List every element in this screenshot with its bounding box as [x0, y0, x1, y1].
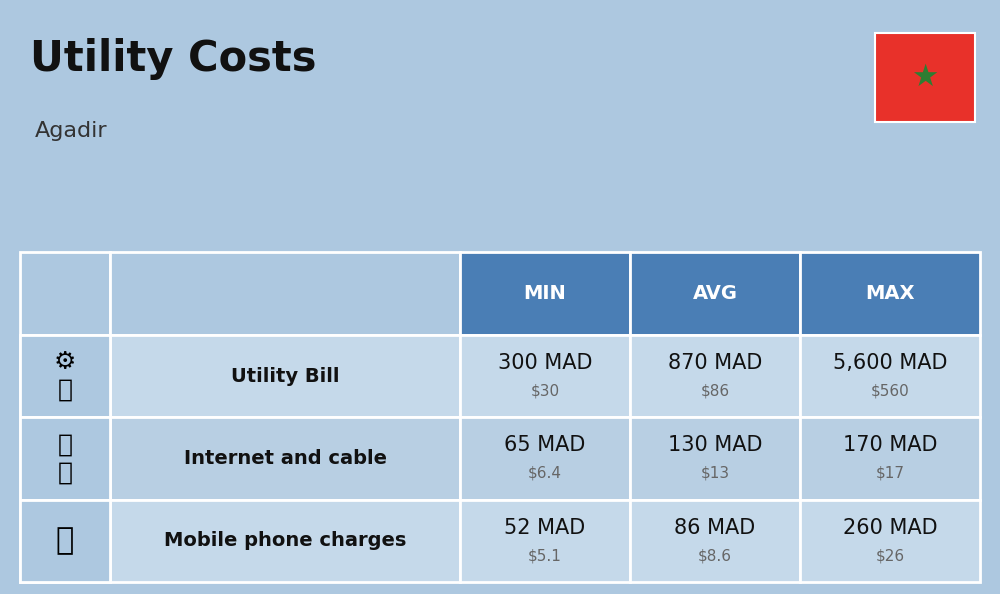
FancyBboxPatch shape — [20, 417, 110, 500]
Text: ★: ★ — [911, 63, 939, 91]
FancyBboxPatch shape — [20, 335, 110, 417]
FancyBboxPatch shape — [110, 335, 460, 417]
FancyBboxPatch shape — [800, 252, 980, 335]
Text: $560: $560 — [871, 383, 909, 399]
Text: 300 MAD: 300 MAD — [498, 353, 592, 373]
Text: Utility Costs: Utility Costs — [30, 39, 316, 80]
Text: 5,600 MAD: 5,600 MAD — [833, 353, 947, 373]
Text: $5.1: $5.1 — [528, 548, 562, 563]
FancyBboxPatch shape — [800, 335, 980, 417]
Text: AVG: AVG — [692, 284, 738, 303]
Text: MIN: MIN — [524, 284, 566, 303]
Text: MAX: MAX — [865, 284, 915, 303]
Text: 📡
📻: 📡 📻 — [58, 432, 72, 484]
Text: Utility Bill: Utility Bill — [231, 366, 339, 386]
Text: 📱: 📱 — [56, 526, 74, 555]
Text: 86 MAD: 86 MAD — [674, 518, 756, 538]
Text: ⚙️
🔌: ⚙️ 🔌 — [54, 350, 76, 402]
Text: $6.4: $6.4 — [528, 466, 562, 481]
FancyBboxPatch shape — [875, 33, 975, 122]
Text: $86: $86 — [700, 383, 730, 399]
FancyBboxPatch shape — [630, 252, 800, 335]
Text: 130 MAD: 130 MAD — [668, 435, 762, 456]
FancyBboxPatch shape — [20, 500, 110, 582]
Text: Agadir: Agadir — [35, 121, 108, 141]
FancyBboxPatch shape — [460, 417, 630, 500]
FancyBboxPatch shape — [20, 252, 110, 335]
Text: 65 MAD: 65 MAD — [504, 435, 586, 456]
Text: 170 MAD: 170 MAD — [843, 435, 937, 456]
FancyBboxPatch shape — [20, 500, 110, 582]
FancyBboxPatch shape — [460, 500, 630, 582]
FancyBboxPatch shape — [110, 417, 460, 500]
FancyBboxPatch shape — [460, 252, 630, 335]
FancyBboxPatch shape — [460, 335, 630, 417]
FancyBboxPatch shape — [800, 500, 980, 582]
Text: $8.6: $8.6 — [698, 548, 732, 563]
Text: Internet and cable: Internet and cable — [184, 449, 386, 468]
Text: $13: $13 — [700, 466, 730, 481]
Text: 260 MAD: 260 MAD — [843, 518, 937, 538]
FancyBboxPatch shape — [110, 500, 460, 582]
FancyBboxPatch shape — [110, 252, 460, 335]
FancyBboxPatch shape — [20, 417, 110, 500]
Text: 870 MAD: 870 MAD — [668, 353, 762, 373]
Text: $26: $26 — [875, 548, 905, 563]
Text: $30: $30 — [530, 383, 560, 399]
Text: 52 MAD: 52 MAD — [504, 518, 586, 538]
FancyBboxPatch shape — [800, 417, 980, 500]
FancyBboxPatch shape — [630, 500, 800, 582]
Text: $17: $17 — [876, 466, 904, 481]
FancyBboxPatch shape — [630, 335, 800, 417]
Text: Mobile phone charges: Mobile phone charges — [164, 532, 406, 551]
FancyBboxPatch shape — [20, 335, 110, 417]
FancyBboxPatch shape — [630, 417, 800, 500]
